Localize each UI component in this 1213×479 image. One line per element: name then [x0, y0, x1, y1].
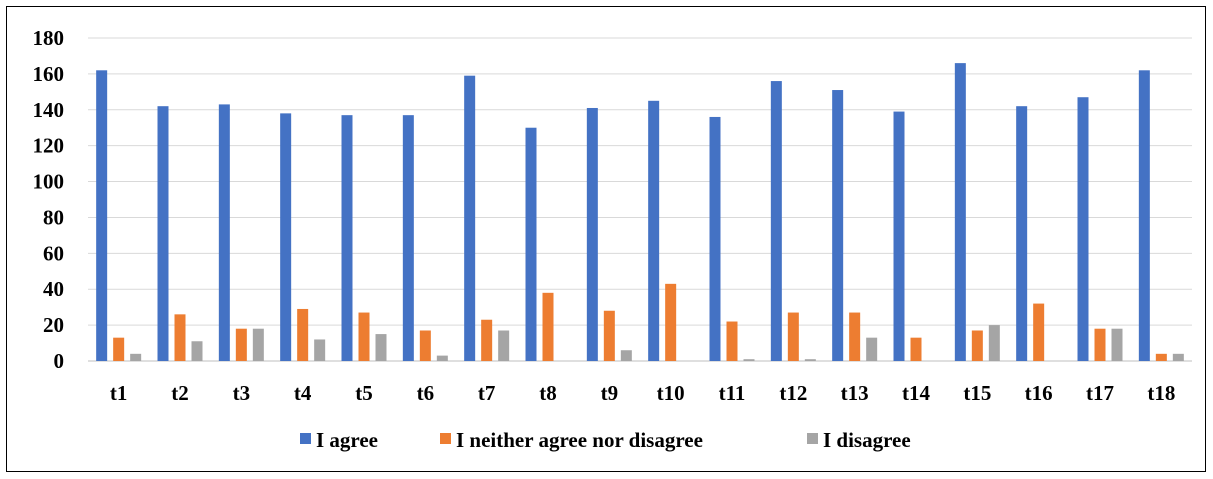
bar [787, 312, 799, 361]
legend-swatch [440, 433, 451, 444]
bar [770, 81, 782, 362]
y-tick-label: 180 [33, 26, 65, 50]
x-tick-label: t15 [963, 381, 991, 405]
x-tick-label: t6 [417, 381, 435, 405]
bar [971, 330, 983, 361]
x-tick-label: t5 [355, 381, 373, 405]
bar [1155, 353, 1167, 361]
bar [648, 100, 660, 362]
bar [280, 113, 292, 361]
legend-label: I disagree [823, 428, 911, 452]
bar [586, 107, 598, 361]
bar [1094, 328, 1106, 361]
bar [1033, 303, 1045, 361]
x-tick-label: t2 [171, 381, 189, 405]
bar [1077, 97, 1089, 361]
x-tick-label: t3 [233, 381, 251, 405]
x-tick-label: t11 [719, 381, 746, 405]
x-tick-label: t10 [657, 381, 685, 405]
bar [419, 330, 431, 361]
bar [252, 328, 264, 361]
y-tick-label: 20 [43, 313, 64, 337]
bar [464, 75, 476, 361]
bar [130, 353, 142, 361]
legend-swatch [807, 433, 818, 444]
y-tick-label: 140 [33, 98, 65, 122]
bar [525, 127, 537, 361]
y-tick-label: 0 [54, 349, 65, 373]
bar [297, 308, 309, 361]
bar [866, 337, 878, 361]
y-tick-label: 80 [43, 205, 64, 229]
bar [954, 63, 966, 361]
bar [402, 115, 414, 362]
y-tick-label: 100 [33, 170, 65, 194]
bar [1016, 106, 1028, 361]
bar [174, 314, 186, 361]
bar [218, 104, 230, 362]
bar [191, 341, 203, 361]
bar [375, 334, 387, 361]
bar [341, 115, 353, 362]
x-tick-label: t1 [110, 381, 128, 405]
bar [832, 90, 844, 362]
x-tick-label: t12 [779, 381, 807, 405]
chart-frame [6, 6, 1206, 472]
bar [314, 339, 326, 361]
bar [988, 325, 1000, 361]
bar [849, 312, 861, 361]
x-tick-label: t14 [902, 381, 930, 405]
bar [893, 111, 905, 361]
bar [157, 106, 169, 361]
bar [726, 321, 738, 361]
legend-label: I agree [316, 428, 378, 452]
bar [1138, 70, 1150, 362]
bar [113, 337, 125, 361]
bar [665, 283, 677, 361]
legend-swatch [300, 433, 311, 444]
bar [709, 116, 721, 361]
y-tick-label: 160 [33, 62, 65, 86]
bar [542, 292, 554, 361]
bar [743, 359, 755, 361]
x-tick-label: t18 [1147, 381, 1175, 405]
bar [96, 70, 108, 362]
bar [804, 359, 816, 361]
bar [498, 330, 510, 361]
x-tick-label: t4 [294, 381, 312, 405]
x-tick-label: t8 [539, 381, 557, 405]
bar [436, 355, 448, 361]
bar [1111, 328, 1123, 361]
legend-label: I neither agree nor disagree [456, 428, 703, 452]
bar [603, 310, 615, 361]
bar [358, 312, 370, 361]
bar [481, 319, 493, 361]
x-tick-label: t9 [601, 381, 619, 405]
y-tick-label: 60 [43, 241, 64, 265]
bar [1172, 353, 1184, 361]
y-tick-label: 40 [43, 277, 64, 301]
x-tick-label: t13 [841, 381, 869, 405]
bar [910, 337, 922, 361]
x-tick-label: t7 [478, 381, 496, 405]
x-tick-label: t16 [1025, 381, 1053, 405]
bar [235, 328, 247, 361]
y-tick-label: 120 [33, 134, 65, 158]
x-tick-label: t17 [1086, 381, 1114, 405]
bar [620, 350, 632, 361]
